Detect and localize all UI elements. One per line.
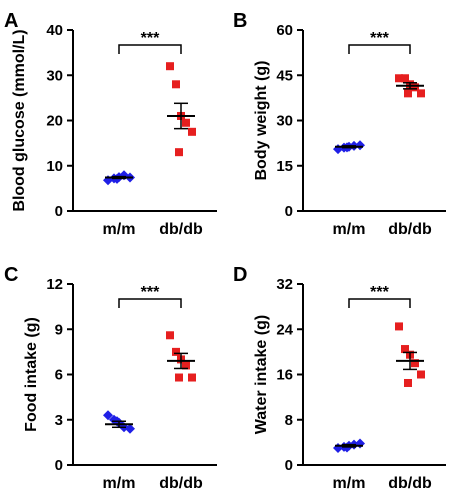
y-tick-label: 12 <box>46 276 63 293</box>
data-point <box>175 148 183 157</box>
y-axis-label: Water intake (g) <box>253 315 270 434</box>
significance-label: *** <box>141 30 160 47</box>
y-tick-label: 15 <box>276 158 293 175</box>
y-tick-label: 45 <box>276 67 293 84</box>
panel-letter: D <box>233 264 247 286</box>
data-point <box>188 373 196 382</box>
data-point <box>404 89 412 98</box>
y-tick-label: 6 <box>55 367 63 384</box>
data-point <box>188 127 196 136</box>
y-tick-label: 0 <box>55 203 63 220</box>
significance-bracket <box>118 298 182 308</box>
y-axis-label: Food intake (g) <box>23 317 40 432</box>
data-point <box>411 359 419 368</box>
y-tick-label: 9 <box>55 321 63 338</box>
panel-letter: A <box>4 10 18 32</box>
data-point <box>103 410 113 421</box>
data-point <box>395 74 403 83</box>
y-tick-label: 0 <box>285 203 293 220</box>
data-point <box>401 74 409 83</box>
data-point <box>417 370 425 379</box>
data-point <box>355 140 365 151</box>
category-label: m/m <box>103 475 136 492</box>
data-point <box>411 83 419 92</box>
panel-letter: B <box>233 10 247 32</box>
y-tick-label: 32 <box>276 276 293 293</box>
data-point <box>166 331 174 340</box>
data-point <box>125 423 135 434</box>
y-tick-label: 24 <box>276 321 293 338</box>
significance-bracket <box>348 44 411 54</box>
y-tick-label: 60 <box>276 22 293 39</box>
significance-bracket <box>118 44 182 54</box>
data-point <box>401 345 409 354</box>
y-tick-label: 0 <box>285 457 293 474</box>
significance-bracket <box>348 298 411 308</box>
category-label: m/m <box>103 221 136 238</box>
data-point <box>417 89 425 98</box>
y-tick-label: 30 <box>276 113 293 130</box>
data-point <box>182 118 190 127</box>
y-tick-label: 3 <box>55 412 63 429</box>
y-axis-label: Body weight (g) <box>253 61 270 181</box>
category-label: db/db <box>388 475 432 492</box>
category-label: m/m <box>333 221 366 238</box>
data-point <box>404 378 412 387</box>
data-point <box>172 347 180 356</box>
panel-c: C 0 3 6 9 12 Food intake (g) m/m db/db *** <box>4 264 217 492</box>
category-label: db/db <box>159 221 203 238</box>
y-tick-label: 8 <box>285 412 293 429</box>
category-label: db/db <box>159 475 203 492</box>
y-tick-label: 40 <box>46 22 63 39</box>
data-point <box>172 80 180 89</box>
significance-label: *** <box>370 284 389 301</box>
panel-letter: C <box>4 264 18 286</box>
significance-label: *** <box>370 30 389 47</box>
panel-d: D 0 8 16 24 32 Water intake (g) m/m db/db *** <box>233 264 446 492</box>
data-point <box>175 373 183 382</box>
panel-b: B 0 15 30 45 60 Body weight (g) m/m db/db *** <box>233 10 446 238</box>
significance-label: *** <box>141 284 160 301</box>
y-tick-label: 30 <box>46 67 63 84</box>
y-axis-label: Blood glucose (mmol/L) <box>11 29 28 211</box>
panel-a: A 0 10 20 30 40 Blood glucose (mmol/L) m/m db/db… <box>4 10 217 238</box>
y-tick-label: 0 <box>55 457 63 474</box>
category-label: db/db <box>388 221 432 238</box>
data-point <box>395 322 403 331</box>
category-label: m/m <box>333 475 366 492</box>
y-tick-label: 20 <box>46 113 63 130</box>
y-tick-label: 16 <box>276 367 293 384</box>
data-point <box>166 62 174 71</box>
y-tick-label: 10 <box>46 158 63 175</box>
data-point <box>182 361 190 370</box>
